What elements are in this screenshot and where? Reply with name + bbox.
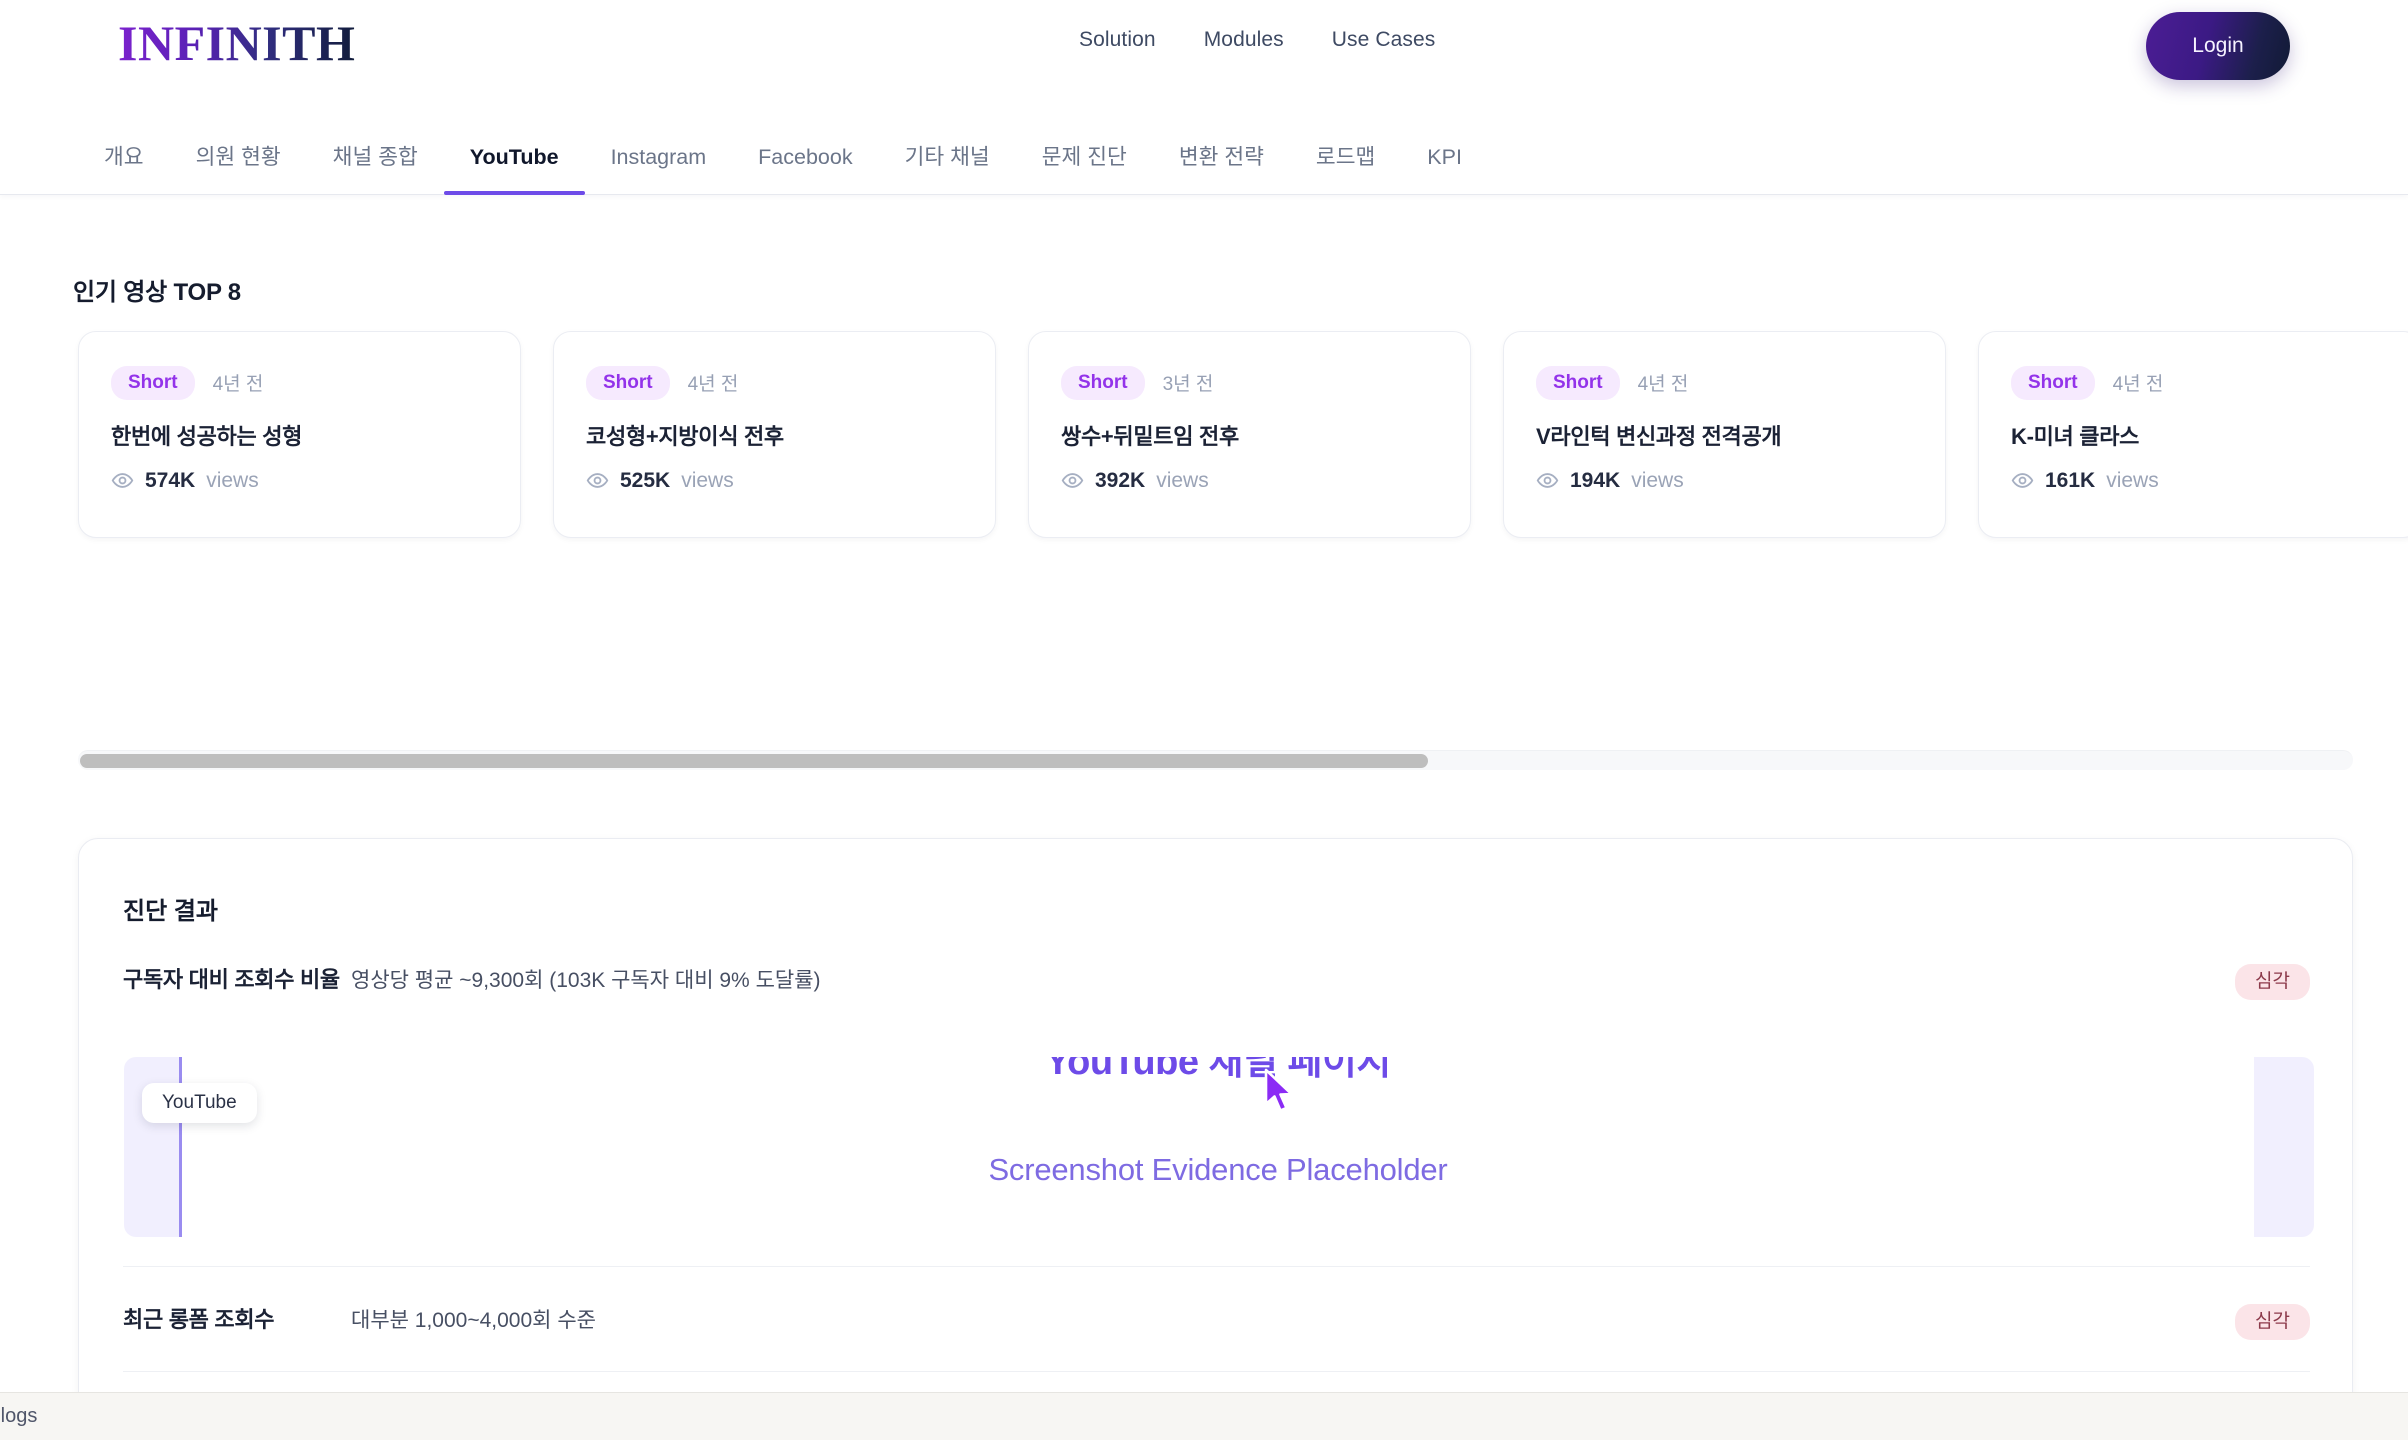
video-card-meta: Short 4년 전 (586, 366, 963, 400)
tab-clinic-status[interactable]: 의원 현황 (195, 144, 281, 169)
video-card[interactable]: Short 4년 전 한번에 성공하는 성형 574K views (78, 331, 521, 538)
video-views: 392K views (1061, 469, 1438, 493)
short-badge: Short (2011, 366, 2095, 400)
evidence-screenshot-card[interactable]: YouTube 채널 페이지 Screenshot Evidence Place… (124, 1057, 2314, 1237)
tab-kpi[interactable]: KPI (1427, 144, 1462, 169)
tab-other-channel[interactable]: 기타 채널 (904, 144, 990, 169)
tab-facebook[interactable]: Facebook (758, 144, 853, 169)
page-body: 인기 영상 TOP 8 Short 4년 전 한번에 성공하는 성형 574K … (0, 195, 2408, 1440)
tab-overview[interactable]: 개요 (104, 144, 144, 169)
video-views: 161K views (2011, 469, 2388, 493)
nav-link-solution[interactable]: Solution (1079, 28, 1156, 51)
carousel-scrollbar-track[interactable] (78, 750, 2353, 770)
popular-videos-carousel[interactable]: Short 4년 전 한번에 성공하는 성형 574K views Short … (78, 331, 2408, 538)
video-title: K-미녀 클라스 (2011, 423, 2140, 449)
video-card-meta: Short 3년 전 (1061, 366, 1438, 400)
diagnostics-title: 진단 결과 (123, 898, 218, 925)
diagnostic-label: 구독자 대비 조회수 비율 (123, 967, 340, 992)
video-age: 4년 전 (1637, 374, 1689, 396)
video-card[interactable]: Short 3년 전 쌍수+뒤밑트임 전후 392K views (1028, 331, 1471, 538)
video-views-suffix: views (681, 468, 734, 492)
evidence-source-badge: YouTube (142, 1083, 257, 1123)
video-card-meta: Short 4년 전 (111, 366, 488, 400)
video-views-suffix: views (206, 468, 259, 492)
video-card[interactable]: Short 4년 전 코성형+지방이식 전후 525K views (553, 331, 996, 538)
short-badge: Short (1536, 366, 1620, 400)
video-views-count: 194K (1570, 468, 1621, 492)
diagnostic-value: 영상당 평균 ~9,300회 (103K 구독자 대비 9% 도달률) (351, 969, 821, 992)
video-views: 194K views (1536, 469, 1913, 493)
video-card-meta: Short 4년 전 (1536, 366, 1913, 400)
tab-strategy[interactable]: 변환 전략 (1178, 144, 1264, 169)
video-views-suffix: views (2106, 468, 2159, 492)
tab-instagram[interactable]: Instagram (610, 144, 707, 169)
evidence-screenshot-inner: YouTube 채널 페이지 Screenshot Evidence Place… (179, 1057, 2254, 1237)
diagnostic-label: 최근 롱폼 조회수 (123, 1307, 275, 1332)
video-age: 4년 전 (687, 374, 739, 396)
status-bar-text: n logs (0, 1405, 38, 1427)
video-title: 한번에 성공하는 성형 (111, 423, 303, 449)
video-card[interactable]: Short 4년 전 K-미녀 클라스 161K views (1978, 331, 2408, 538)
video-age: 4년 전 (212, 374, 264, 396)
status-badge: 심각 (2235, 964, 2310, 1000)
video-views: 525K views (586, 469, 963, 493)
table-row: 구독자 대비 조회수 비율 영상당 평균 ~9,300회 (103K 구독자 대… (123, 964, 2310, 1000)
eye-icon (586, 473, 609, 489)
video-views: 574K views (111, 469, 488, 493)
video-age: 3년 전 (1162, 374, 1214, 396)
channel-tabbar: 개요 의원 현황 채널 종합 YouTube Instagram Faceboo… (0, 94, 2408, 195)
video-views-suffix: views (1156, 468, 1209, 492)
brand-logo[interactable]: INFINITH (118, 15, 356, 71)
eye-icon (2011, 473, 2034, 489)
evidence-clipped-title: YouTube 채널 페이지 (1045, 1057, 1391, 1083)
table-row: 최근 롱폼 조회수 대부분 1,000~4,000회 수준 심각 (123, 1266, 2310, 1340)
video-views-suffix: views (1631, 468, 1684, 492)
video-views-count: 392K (1095, 468, 1146, 492)
short-badge: Short (111, 366, 195, 400)
short-badge: Short (1061, 366, 1145, 400)
video-title: 쌍수+뒤밑트임 전후 (1061, 423, 1239, 449)
eye-icon (1536, 473, 1559, 489)
video-title: 코성형+지방이식 전후 (586, 423, 784, 449)
video-title: V라인턱 변신과정 전격공개 (1536, 423, 1782, 449)
site-header: INFINITH Solution Modules Use Cases Logi… (0, 0, 2408, 94)
diagnostic-value: 대부분 1,000~4,000회 수준 (351, 1309, 596, 1332)
carousel-scrollbar-thumb[interactable] (80, 754, 1428, 768)
status-badge: 심각 (2235, 1304, 2310, 1340)
eye-icon (111, 473, 134, 489)
video-card[interactable]: Short 4년 전 V라인턱 변신과정 전격공개 194K views (1503, 331, 1946, 538)
tab-channel-sum[interactable]: 채널 종합 (332, 144, 418, 169)
tab-roadmap[interactable]: 로드맵 (1315, 144, 1376, 169)
video-views-count: 161K (2045, 468, 2096, 492)
primary-nav: Solution Modules Use Cases (1055, 28, 1459, 52)
short-badge: Short (586, 366, 670, 400)
tab-diagnosis[interactable]: 문제 진단 (1041, 144, 1127, 169)
nav-link-modules[interactable]: Modules (1203, 28, 1284, 51)
evidence-placeholder-text: Screenshot Evidence Placeholder (988, 1152, 1448, 1187)
nav-link-use-cases[interactable]: Use Cases (1331, 28, 1436, 51)
popular-videos-title: 인기 영상 TOP 8 (73, 279, 241, 306)
video-card-meta: Short 4년 전 (2011, 366, 2388, 400)
video-views-count: 574K (145, 468, 196, 492)
login-button[interactable]: Login (2146, 12, 2290, 80)
status-bar: n logs (0, 1392, 2408, 1440)
tab-youtube[interactable]: YouTube (443, 146, 585, 195)
video-views-count: 525K (620, 468, 671, 492)
video-age: 4년 전 (2112, 374, 2164, 396)
eye-icon (1061, 473, 1084, 489)
